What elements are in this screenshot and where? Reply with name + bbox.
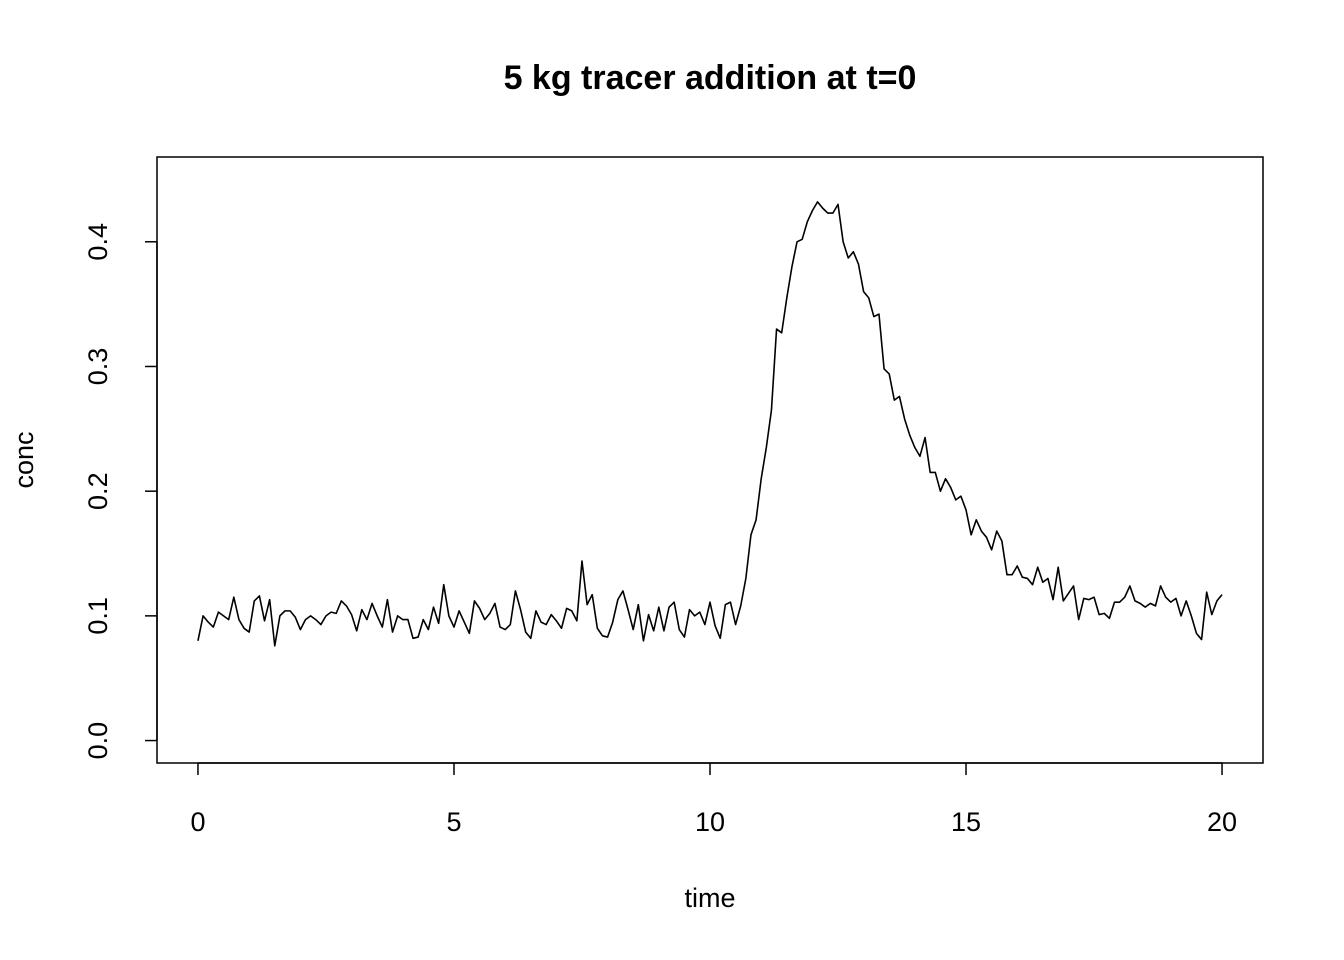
- x-tick-label: 10: [695, 807, 725, 837]
- x-tick-label: 5: [446, 807, 461, 837]
- y-tick-label: 0.0: [83, 722, 113, 760]
- y-tick-label: 0.3: [83, 348, 113, 386]
- chart-title: 5 kg tracer addition at t=0: [504, 59, 917, 97]
- y-tick-label: 0.1: [83, 597, 113, 635]
- x-tick-label: 15: [951, 807, 981, 837]
- y-tick-label: 0.2: [83, 472, 113, 510]
- y-axis-label: conc: [9, 431, 39, 488]
- x-tick-label: 20: [1207, 807, 1237, 837]
- x-axis-label: time: [684, 883, 735, 913]
- x-tick-label: 0: [190, 807, 205, 837]
- y-tick-label: 0.4: [83, 223, 113, 261]
- data-line: [197, 201, 1223, 647]
